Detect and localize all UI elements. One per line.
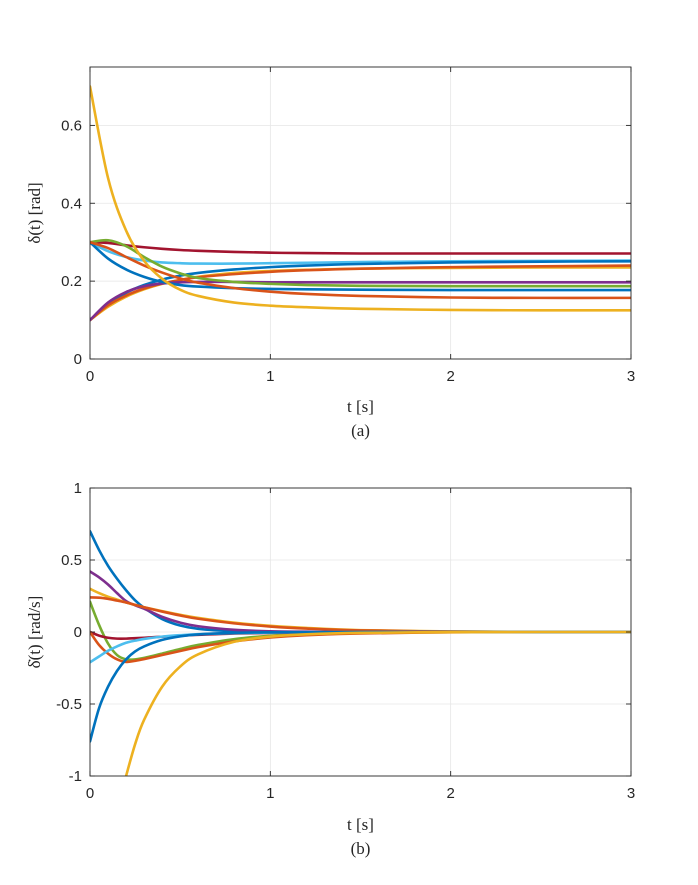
y-tick-label: 0 <box>74 351 82 368</box>
series-line-7 <box>90 238 631 288</box>
x-tick-label: 3 <box>627 785 635 802</box>
series-line-9 <box>90 240 631 300</box>
panel-caption: (b) <box>351 839 371 858</box>
y-tick-label: -1 <box>69 768 82 785</box>
x-tick-label: 0 <box>86 785 94 802</box>
x-tick-label: 2 <box>446 368 454 385</box>
y-axis-label: δ̇(t) [rad/s] <box>25 596 44 669</box>
y-tick-label: 0 <box>74 624 82 641</box>
series-line-1 <box>90 240 631 255</box>
panel-caption: (a) <box>351 421 370 440</box>
y-tick-label: 0.6 <box>61 117 82 134</box>
series-line-10 <box>124 630 631 776</box>
x-axis-label: t [s] <box>347 815 374 834</box>
y-axis-label: δ(t) [rad] <box>25 182 44 243</box>
chart-b: 0 1 2 3 -1 -0.5 0 0.5 1 t [s] (b) δ̇(t) [rad/s] <box>25 480 635 858</box>
x-tick-label: 3 <box>627 368 635 385</box>
x-tick-label: 2 <box>446 785 454 802</box>
y-tick-label: 0.2 <box>61 273 82 290</box>
axes-box <box>89 66 632 360</box>
y-tick-label: -0.5 <box>56 696 82 713</box>
series-group <box>90 529 631 776</box>
x-tick-label: 1 <box>266 368 274 385</box>
series-line-5 <box>90 264 631 322</box>
chart-a: 0 1 2 3 0 0.2 0.4 0.6 t [s] (a) δ(t) [rad] <box>25 66 635 440</box>
series-line-10 <box>90 85 631 312</box>
plot-area <box>90 67 631 359</box>
y-tick-label: 1 <box>74 480 82 497</box>
x-tick-label: 1 <box>266 785 274 802</box>
x-tick-label: 0 <box>86 368 94 385</box>
series-group <box>90 85 631 322</box>
x-axis-label: t [s] <box>347 397 374 416</box>
y-tick-label: 0.4 <box>61 195 82 212</box>
y-tick-label: 0.5 <box>61 552 82 569</box>
